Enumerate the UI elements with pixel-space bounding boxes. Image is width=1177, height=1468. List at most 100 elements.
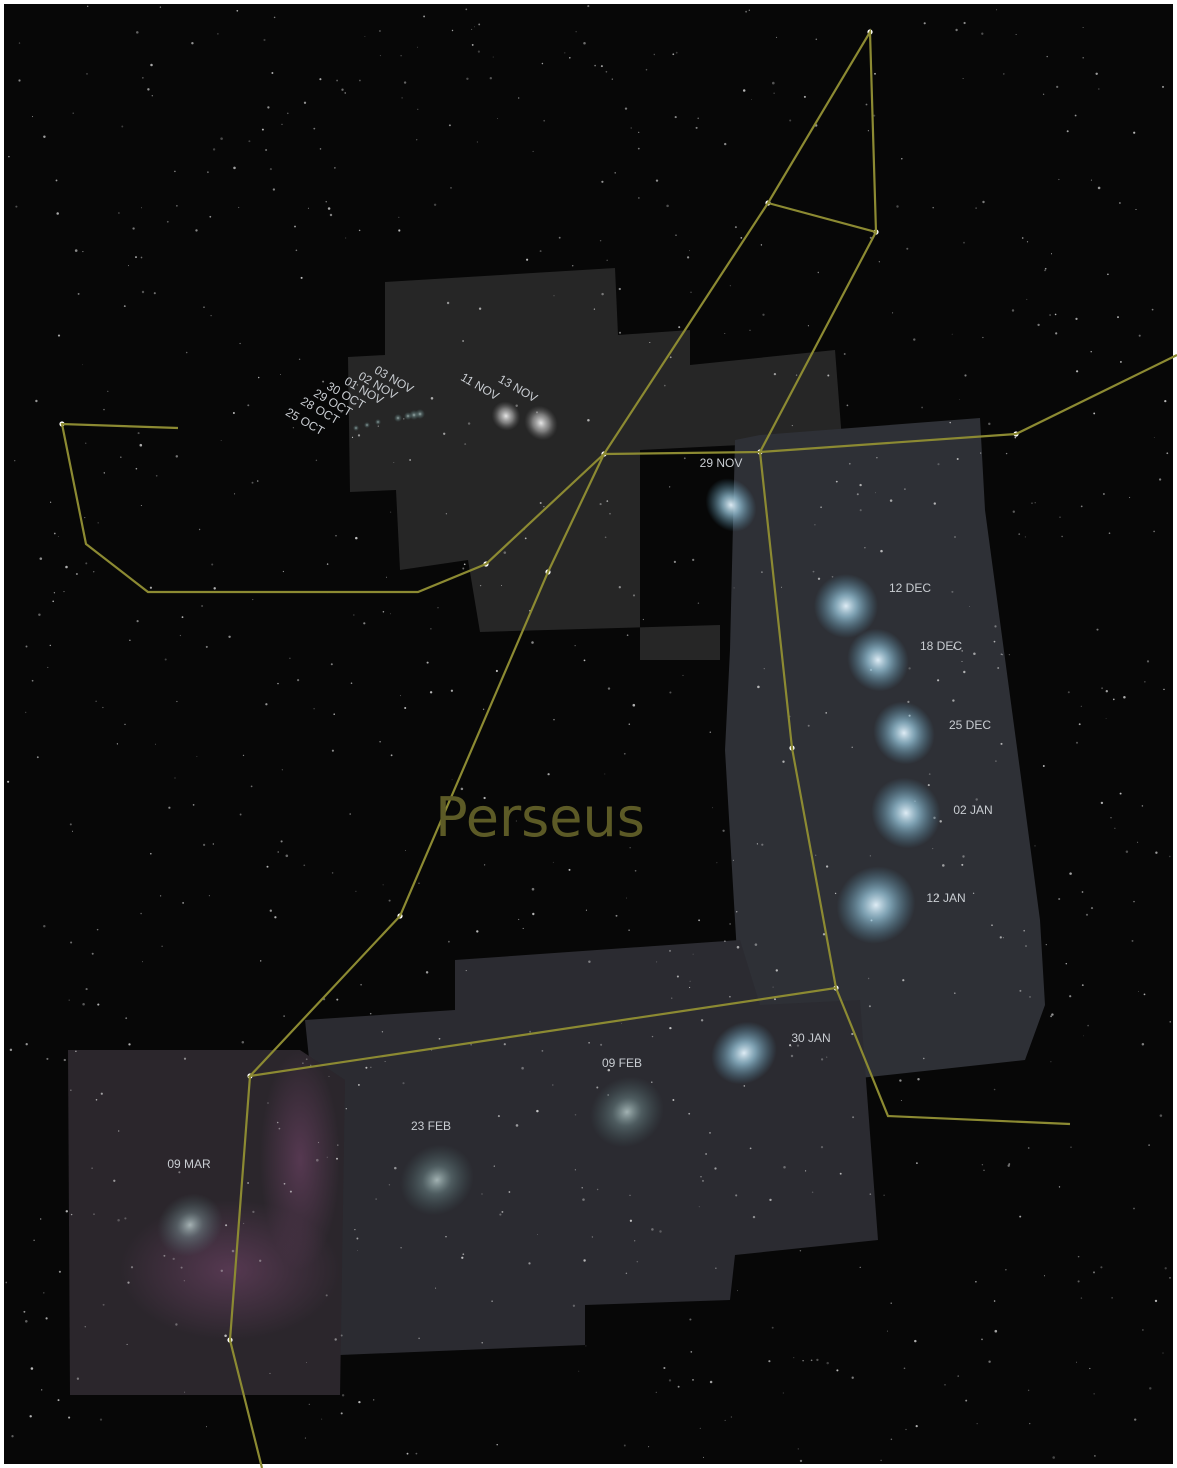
star bbox=[217, 33, 218, 34]
star bbox=[584, 660, 586, 662]
star bbox=[87, 6, 88, 7]
star bbox=[267, 1102, 269, 1104]
star bbox=[345, 92, 346, 93]
star bbox=[118, 212, 120, 214]
star bbox=[196, 756, 197, 757]
star bbox=[398, 217, 399, 218]
star bbox=[1148, 1144, 1150, 1146]
star bbox=[251, 786, 253, 788]
star bbox=[696, 127, 698, 129]
star bbox=[1109, 532, 1111, 534]
star bbox=[1027, 241, 1028, 242]
star bbox=[698, 919, 700, 921]
star bbox=[1069, 995, 1071, 997]
star bbox=[1067, 130, 1069, 132]
star bbox=[1093, 1271, 1095, 1273]
star bbox=[283, 1015, 284, 1016]
star bbox=[1169, 1277, 1170, 1278]
star bbox=[243, 755, 244, 756]
star bbox=[85, 562, 87, 564]
star bbox=[353, 615, 354, 616]
date-label: 09 MAR bbox=[167, 1157, 211, 1171]
star bbox=[980, 453, 981, 454]
star bbox=[186, 352, 188, 354]
star bbox=[1165, 1267, 1167, 1269]
star bbox=[659, 1230, 661, 1232]
star bbox=[540, 502, 542, 504]
star bbox=[981, 33, 983, 35]
star bbox=[484, 864, 485, 865]
star bbox=[1059, 516, 1061, 518]
star bbox=[40, 1218, 41, 1219]
star bbox=[390, 512, 391, 513]
date-label: 30 JAN bbox=[791, 1031, 830, 1045]
star bbox=[228, 636, 230, 638]
star bbox=[1075, 115, 1077, 117]
star bbox=[624, 1445, 626, 1447]
star bbox=[127, 1282, 129, 1284]
star bbox=[631, 127, 632, 128]
star bbox=[173, 1258, 175, 1260]
star bbox=[318, 1142, 319, 1143]
star bbox=[297, 679, 299, 681]
star bbox=[596, 1086, 598, 1088]
star bbox=[336, 80, 338, 82]
star bbox=[698, 603, 699, 604]
star bbox=[193, 804, 195, 806]
star bbox=[341, 1335, 343, 1337]
star bbox=[491, 1300, 493, 1302]
star bbox=[552, 1084, 553, 1085]
star bbox=[701, 1019, 703, 1021]
star bbox=[365, 1067, 367, 1069]
star bbox=[1135, 209, 1136, 210]
star bbox=[996, 9, 997, 10]
star bbox=[798, 1448, 799, 1449]
star bbox=[65, 566, 68, 569]
star bbox=[600, 1044, 602, 1046]
star bbox=[342, 1394, 344, 1396]
star bbox=[630, 1220, 632, 1222]
star bbox=[97, 522, 98, 523]
star bbox=[33, 1240, 34, 1241]
star bbox=[902, 979, 904, 981]
star bbox=[805, 1170, 806, 1171]
star bbox=[629, 723, 631, 725]
star bbox=[628, 930, 629, 931]
star bbox=[733, 860, 734, 861]
star bbox=[870, 1193, 872, 1195]
star bbox=[120, 456, 122, 458]
star bbox=[1044, 269, 1046, 271]
star bbox=[569, 57, 571, 59]
star bbox=[633, 704, 636, 707]
star bbox=[973, 652, 976, 655]
star bbox=[1081, 1297, 1082, 1298]
star bbox=[1120, 793, 1122, 795]
star bbox=[501, 585, 502, 586]
star bbox=[1051, 1013, 1053, 1015]
star bbox=[826, 1362, 828, 1364]
star bbox=[493, 57, 494, 58]
star bbox=[523, 928, 524, 929]
star bbox=[827, 375, 829, 377]
star bbox=[1019, 990, 1021, 992]
star bbox=[634, 1240, 635, 1241]
star bbox=[309, 1404, 310, 1405]
star bbox=[1000, 743, 1002, 745]
star bbox=[336, 999, 338, 1001]
star bbox=[86, 73, 87, 74]
star bbox=[93, 1213, 94, 1214]
star bbox=[1170, 1021, 1171, 1022]
star bbox=[586, 910, 587, 911]
star bbox=[97, 1004, 99, 1006]
star bbox=[233, 412, 235, 414]
star bbox=[142, 291, 144, 293]
star bbox=[818, 272, 819, 273]
star bbox=[1093, 412, 1095, 414]
star bbox=[96, 1099, 98, 1101]
star bbox=[504, 1043, 506, 1045]
star bbox=[852, 1116, 854, 1118]
star bbox=[1113, 699, 1115, 701]
date-label: 02 JAN bbox=[953, 803, 992, 817]
star bbox=[394, 1167, 397, 1170]
star bbox=[896, 205, 898, 207]
